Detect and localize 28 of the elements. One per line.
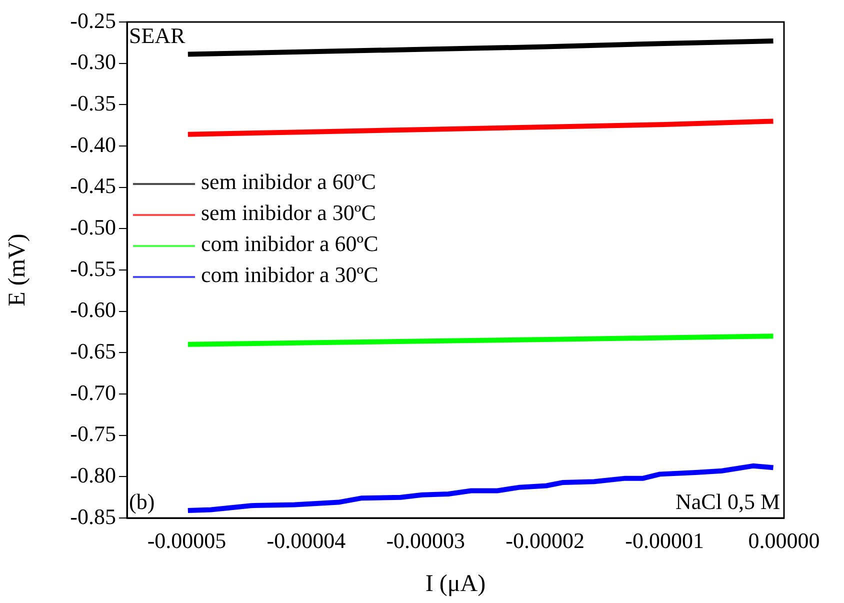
annotation: (b) bbox=[129, 488, 155, 514]
y-tick-label: -0.35 bbox=[70, 90, 116, 116]
legend-label: sem inibidor a 30ºC bbox=[201, 200, 376, 225]
y-axis-title: E (mV) bbox=[4, 234, 31, 306]
y-tick-label: -0.80 bbox=[70, 462, 116, 488]
y-tick-label: -0.70 bbox=[70, 380, 116, 405]
annotation: NaCl 0,5 M bbox=[676, 488, 780, 514]
legend-label: com inibidor a 60ºC bbox=[201, 230, 378, 256]
y-tick-label: -0.25 bbox=[70, 8, 116, 33]
annotation: SEAR bbox=[129, 22, 186, 48]
x-tick-label: -0.00004 bbox=[266, 528, 346, 553]
x-tick-label: -0.00005 bbox=[147, 528, 226, 553]
y-tick-label: -0.85 bbox=[70, 504, 116, 529]
y-tick-label: -0.65 bbox=[70, 338, 116, 364]
y-tick-label: -0.40 bbox=[70, 132, 116, 157]
y-tick-label: -0.45 bbox=[70, 173, 116, 198]
x-tick-label: -0.00002 bbox=[506, 528, 585, 553]
x-tick-label: -0.00001 bbox=[625, 528, 704, 553]
x-axis-title: I (μA) bbox=[425, 570, 486, 597]
legend-label: com inibidor a 30ºC bbox=[201, 262, 378, 287]
x-tick-label: 0.00000 bbox=[748, 528, 820, 553]
legend-label: sem inibidor a 60ºC bbox=[201, 168, 376, 194]
y-tick-label: -0.50 bbox=[70, 214, 116, 240]
y-tick-label: -0.55 bbox=[70, 256, 116, 281]
x-tick-label: -0.00003 bbox=[386, 528, 466, 553]
y-tick-label: -0.30 bbox=[70, 49, 116, 74]
y-tick-label: -0.60 bbox=[70, 297, 116, 322]
y-tick-label: -0.75 bbox=[70, 421, 116, 446]
